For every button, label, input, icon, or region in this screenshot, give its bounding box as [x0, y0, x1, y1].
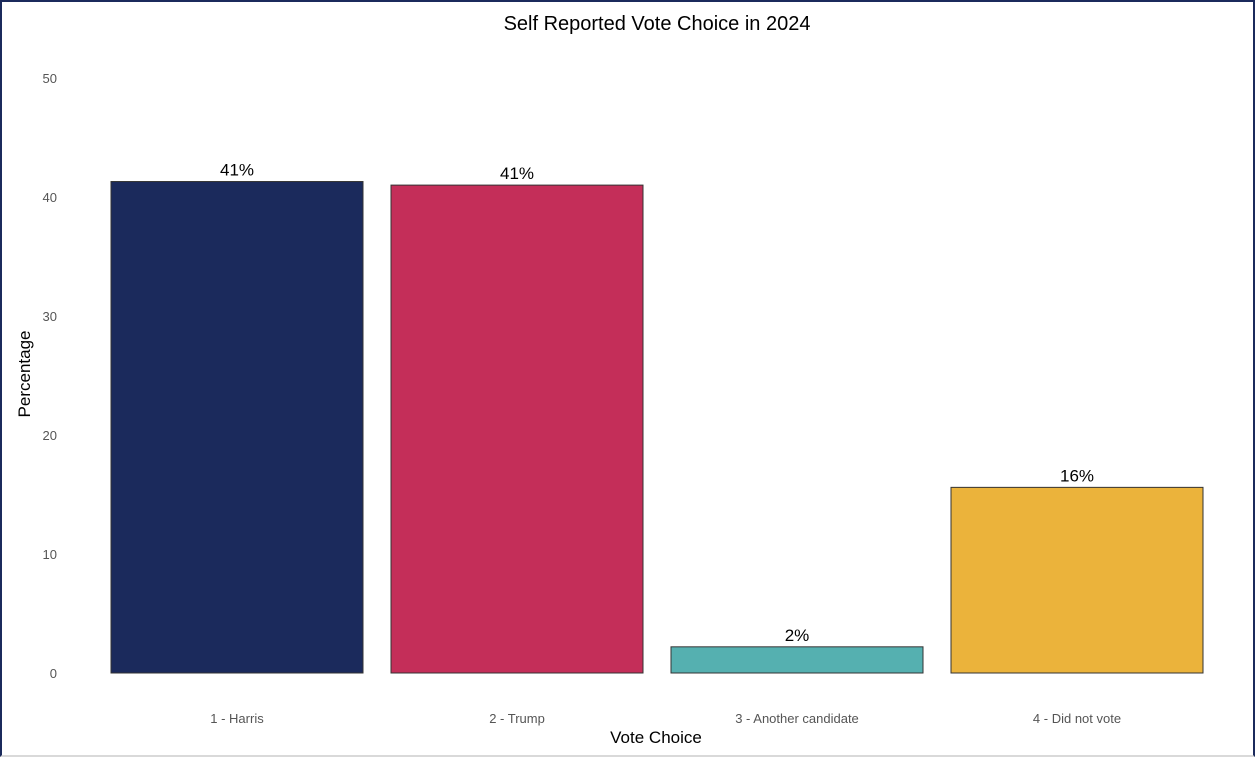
y-axis-ticks: 0 10 20 30 40 50: [43, 71, 57, 681]
y-tick-label: 0: [50, 666, 57, 681]
bar-data-label: 16%: [1060, 466, 1094, 485]
bar: [390, 184, 644, 674]
x-tick-label: 4 - Did not vote: [1033, 711, 1121, 726]
bar: [950, 486, 1204, 674]
data-labels: 41% 41% 2% 16%: [220, 161, 1094, 645]
x-axis-ticks: 1 - Harris 2 - Trump 3 - Another candidate…: [210, 711, 1121, 726]
x-tick-label: 1 - Harris: [210, 711, 264, 726]
bar: [670, 646, 924, 674]
bar-data-label: 41%: [220, 161, 254, 180]
bar: [110, 181, 364, 674]
y-tick-label: 10: [43, 547, 57, 562]
y-tick-label: 20: [43, 428, 57, 443]
y-tick-label: 40: [43, 190, 57, 205]
chart-title: Self Reported Vote Choice in 2024: [504, 13, 811, 35]
x-tick-label: 3 - Another candidate: [735, 711, 859, 726]
x-axis-title: Vote Choice: [610, 728, 702, 747]
bar-data-label: 2%: [785, 626, 810, 645]
y-tick-label: 50: [43, 71, 57, 86]
bars: [110, 181, 1204, 674]
y-axis-title: Percentage: [15, 331, 34, 418]
bar-data-label: 41%: [500, 164, 534, 183]
x-tick-label: 2 - Trump: [489, 711, 545, 726]
y-tick-label: 30: [43, 309, 57, 324]
